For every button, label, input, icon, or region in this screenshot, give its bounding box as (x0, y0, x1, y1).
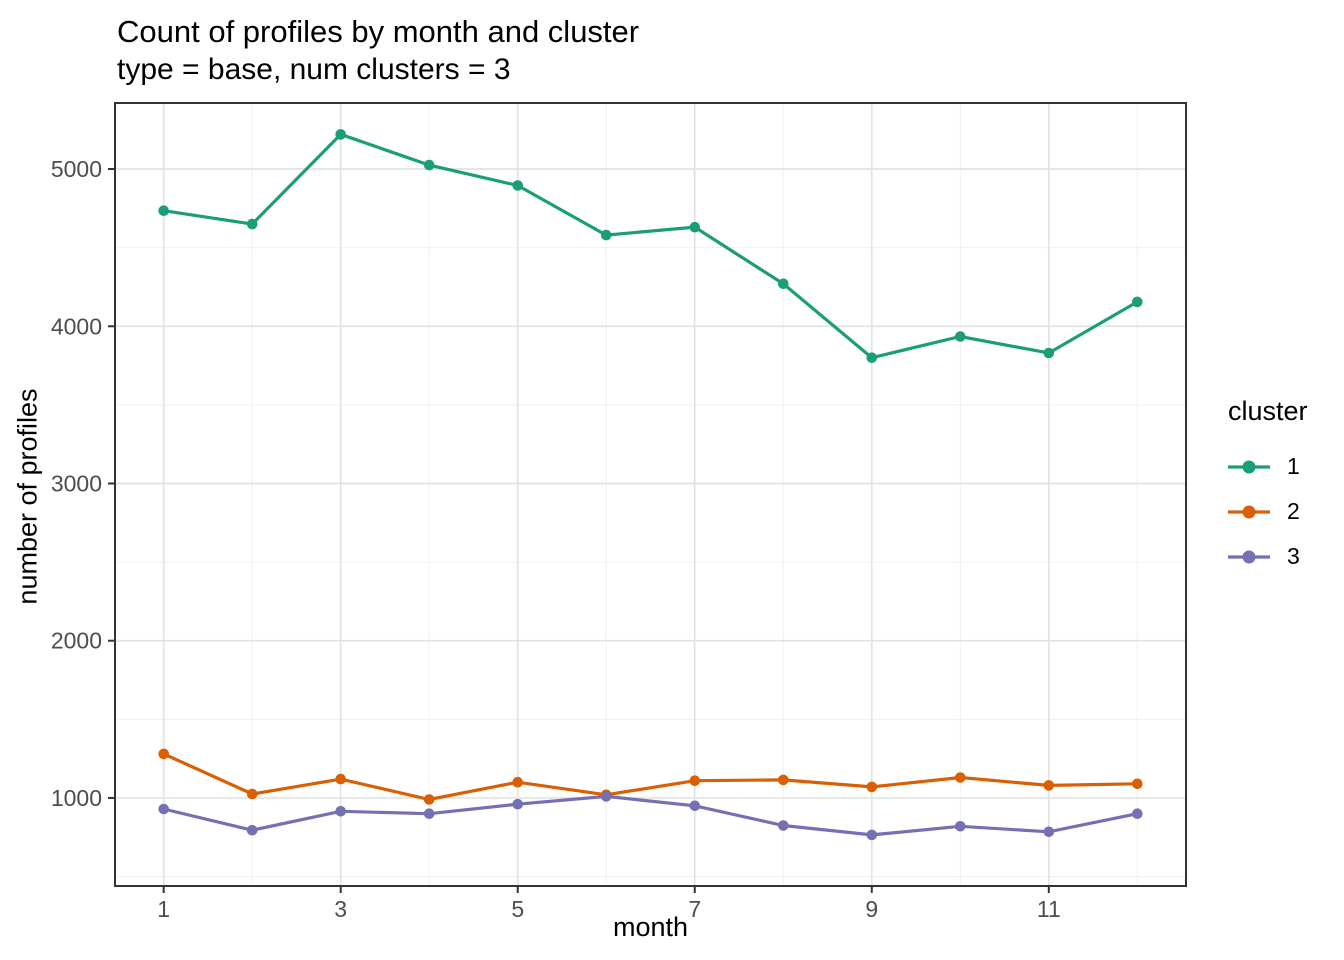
x-tick-label: 1 (157, 896, 170, 922)
legend-item-cluster-1: 1 (1226, 444, 1344, 489)
y-tick-label: 4000 (51, 313, 102, 339)
data-point (335, 129, 347, 140)
legend-item-cluster-3: 3 (1226, 534, 1344, 579)
y-tick-label: 3000 (51, 470, 102, 496)
series-line (163, 752, 1138, 802)
y-axis-title: number of profiles (12, 388, 43, 605)
data-point (778, 278, 789, 290)
data-point (246, 218, 258, 230)
chart-title: Count of profiles by month and cluster (117, 14, 640, 49)
x-tick-label: 7 (688, 896, 701, 922)
legend-item-label: 1 (1287, 453, 1300, 479)
data-point (1132, 296, 1143, 308)
x-tick-label: 9 (865, 896, 878, 922)
data-point (955, 821, 966, 832)
y-tick-label: 1000 (51, 785, 102, 811)
data-point (1132, 778, 1143, 790)
legend-key-icon (1228, 550, 1270, 563)
series-line (163, 794, 1138, 837)
panel-border (114, 102, 1187, 887)
data-point (1043, 780, 1055, 791)
data-point (335, 773, 347, 785)
data-point (689, 800, 701, 812)
data-point (866, 352, 878, 364)
legend-items: 1 2 3 (1226, 444, 1344, 579)
data-point (335, 806, 347, 817)
data-point (778, 774, 789, 786)
series-line (163, 132, 1139, 360)
data-point (600, 791, 612, 802)
data-point (423, 808, 435, 819)
data-point (158, 803, 169, 815)
data-point (955, 772, 966, 783)
data-point (600, 229, 612, 241)
data-point (512, 798, 523, 810)
x-tick-label: 11 (1037, 896, 1061, 922)
data-point (423, 794, 435, 805)
data-point (512, 180, 523, 191)
legend-item-label: 3 (1287, 543, 1300, 569)
data-point (866, 829, 878, 841)
series-cluster-2 (158, 748, 1143, 805)
data-point (1043, 826, 1055, 838)
data-point (512, 776, 523, 788)
legend-item-cluster-2: 2 (1226, 489, 1344, 534)
data-point (423, 159, 435, 171)
data-point (246, 788, 258, 800)
legend-key-icon (1228, 460, 1270, 473)
data-point (778, 820, 789, 831)
x-tick-labels: 1 3 5 7 9 11 (157, 896, 1060, 922)
chart-subtitle: type = base, num clusters = 3 (117, 53, 511, 86)
data-point (866, 781, 878, 793)
legend-item-label: 2 (1287, 498, 1300, 524)
data-point (158, 748, 169, 760)
axis-ticks (108, 168, 1050, 893)
legend-key-icon (1228, 505, 1270, 518)
y-tick-label: 2000 (51, 628, 102, 654)
x-tick-label: 5 (511, 896, 524, 922)
data-point (246, 824, 258, 836)
grid-major (115, 103, 1186, 886)
data-point (689, 775, 701, 786)
grid-minor (115, 103, 1186, 886)
y-tick-labels: 1000 2000 3000 4000 5000 (51, 156, 102, 811)
data-point (158, 205, 169, 216)
x-tick-label: 3 (334, 896, 347, 922)
y-tick-label: 5000 (51, 156, 102, 182)
data-point (1043, 347, 1055, 359)
legend: cluster 1 2 3 (1226, 396, 1344, 579)
legend-title: cluster (1228, 396, 1308, 426)
data-point (1132, 808, 1143, 819)
data-point (689, 221, 701, 233)
series-cluster-1 (158, 129, 1143, 364)
x-axis-title: month (612, 912, 689, 942)
data-point (955, 331, 966, 342)
series-cluster-3 (158, 791, 1143, 841)
